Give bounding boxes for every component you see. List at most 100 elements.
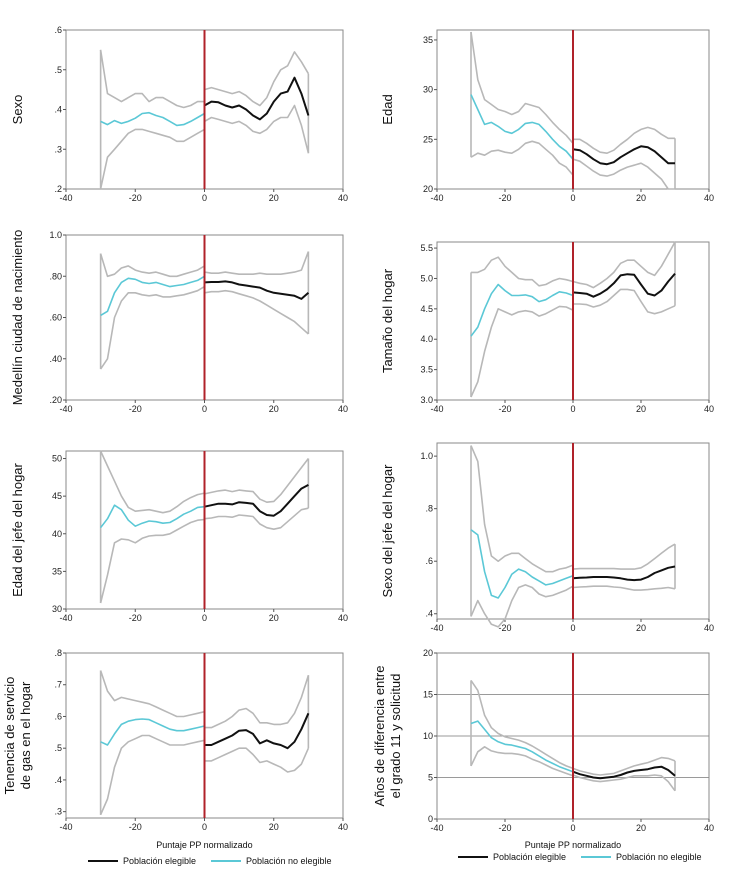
estimate-line bbox=[470, 94, 574, 160]
y-tick-label: 20 bbox=[423, 184, 433, 194]
y-tick-label: 40 bbox=[52, 529, 62, 539]
x-tick-label: 20 bbox=[636, 193, 646, 203]
y-axis-label: Tenencia de serviciode gas en el hogar bbox=[2, 677, 33, 795]
series-no-elegible bbox=[99, 253, 205, 370]
x-tick-label: 40 bbox=[338, 404, 348, 414]
y-axis-label: Tamaño del hogar bbox=[380, 268, 395, 373]
panel-4: 3.0 3.5 4.0 4.5 5.0 5.5 -40 -20 0 20 40 Tamaño del … bbox=[380, 241, 714, 414]
x-tick-label: -40 bbox=[430, 623, 443, 633]
series-elegible bbox=[204, 51, 310, 154]
x-tick-label: 0 bbox=[202, 404, 207, 414]
panel-7: .3 .4 .5 .6 .7 .8 -40 -20 0 20 40 Tenencia de servi… bbox=[2, 648, 348, 850]
ci-upper-line bbox=[204, 674, 310, 729]
ci-lower-line bbox=[572, 585, 676, 591]
series-elegible bbox=[204, 674, 310, 773]
x-tick-label: -20 bbox=[498, 404, 511, 414]
y-tick-label: 1.0 bbox=[420, 451, 433, 461]
ci-upper-line bbox=[99, 670, 205, 718]
y-tick-label: .5 bbox=[54, 65, 62, 75]
y-tick-label: .8 bbox=[54, 648, 62, 658]
x-tick-label: 20 bbox=[636, 623, 646, 633]
panel-3: .20 .40 .60 .80 1.0 -40 -20 0 20 40 Medellín ciuda… bbox=[10, 230, 348, 414]
series-elegible bbox=[572, 126, 676, 190]
ci-upper-line bbox=[204, 51, 310, 107]
ci-upper-line bbox=[470, 445, 574, 573]
y-axis-label: Edad del jefe del hogar bbox=[10, 462, 25, 596]
y-tick-label: 35 bbox=[423, 35, 433, 45]
y-tick-label: 30 bbox=[52, 604, 62, 614]
y-tick-label: 5.5 bbox=[420, 243, 433, 253]
x-tick-label: -40 bbox=[430, 193, 443, 203]
y-tick-label: 4.0 bbox=[420, 334, 433, 344]
estimate-line bbox=[572, 565, 676, 582]
y-tick-label: 25 bbox=[423, 134, 433, 144]
x-tick-label: -20 bbox=[129, 404, 142, 414]
x-tick-label: 0 bbox=[570, 623, 575, 633]
estimate-line bbox=[100, 111, 205, 127]
x-tick-label: -40 bbox=[430, 404, 443, 414]
x-tick-label: 0 bbox=[570, 193, 575, 203]
ci-lower-line bbox=[99, 128, 205, 190]
legend-label-elegible: Población elegible bbox=[123, 856, 196, 866]
y-tick-label: .3 bbox=[54, 807, 62, 817]
x-tick-label: -20 bbox=[129, 822, 142, 832]
series-elegible bbox=[204, 458, 310, 531]
y-axis-label: Sexo bbox=[10, 95, 25, 125]
y-tick-label: .5 bbox=[54, 743, 62, 753]
series-no-elegible bbox=[470, 31, 574, 176]
series-no-elegible bbox=[99, 670, 205, 816]
estimate-line bbox=[470, 283, 574, 337]
x-tick-label: 40 bbox=[338, 193, 348, 203]
ci-lower-line bbox=[99, 734, 205, 816]
y-tick-label: .7 bbox=[54, 680, 62, 690]
ci-lower-line bbox=[204, 289, 309, 335]
series-elegible bbox=[572, 543, 676, 591]
legend: Población elegible Población no elegible bbox=[458, 852, 702, 862]
legend-label-elegible: Población elegible bbox=[493, 852, 566, 862]
y-tick-label: 5.0 bbox=[420, 273, 433, 283]
ci-lower-line bbox=[470, 140, 574, 176]
ci-upper-line bbox=[99, 450, 205, 514]
series-no-elegible bbox=[99, 450, 205, 604]
ci-lower-line bbox=[204, 747, 310, 773]
estimate-line bbox=[572, 765, 676, 780]
x-tick-label: -20 bbox=[129, 193, 142, 203]
x-tick-label: 40 bbox=[704, 404, 714, 414]
ci-lower-line bbox=[204, 507, 309, 531]
y-tick-label: .6 bbox=[54, 711, 62, 721]
estimate-line bbox=[470, 529, 574, 599]
ci-lower-line bbox=[470, 745, 574, 777]
y-axis-label: Sexo del jefe del hogar bbox=[380, 464, 395, 598]
series-elegible bbox=[204, 251, 310, 335]
x-tick-label: 20 bbox=[636, 404, 646, 414]
ci-upper-line bbox=[470, 679, 574, 770]
ci-lower-line bbox=[572, 774, 676, 792]
x-tick-label: 20 bbox=[269, 822, 279, 832]
x-tick-label: 0 bbox=[202, 613, 207, 623]
panel-8: 0 5 10 15 20 -40 -20 0 20 40 Años de diferencia en… bbox=[372, 648, 714, 850]
y-tick-label: .2 bbox=[54, 184, 62, 194]
panel-2: 20 25 30 35 -40 -20 0 20 40 Edad bbox=[380, 29, 714, 203]
ci-upper-line bbox=[204, 458, 310, 504]
x-tick-label: 40 bbox=[338, 613, 348, 623]
ci-lower-line bbox=[470, 584, 574, 628]
y-tick-label: .40 bbox=[49, 354, 62, 364]
ci-lower-line bbox=[99, 518, 205, 604]
y-tick-label: .20 bbox=[49, 395, 62, 405]
x-axis-label: Puntaje PP normalizado bbox=[156, 840, 252, 850]
legend-label-no-elegible: Población no elegible bbox=[246, 856, 332, 866]
series-no-elegible bbox=[470, 256, 574, 398]
legend: Población elegible Población no elegible bbox=[88, 856, 332, 866]
ci-upper-line bbox=[572, 756, 676, 776]
x-tick-label: 20 bbox=[269, 613, 279, 623]
y-axis-label: Medellín ciudad de nacimiento bbox=[10, 230, 25, 406]
x-tick-label: 40 bbox=[704, 193, 714, 203]
x-tick-label: 0 bbox=[202, 822, 207, 832]
x-tick-label: -40 bbox=[59, 404, 72, 414]
y-tick-label: .3 bbox=[54, 144, 62, 154]
estimate-line bbox=[204, 712, 310, 750]
estimate-line bbox=[204, 280, 310, 300]
x-tick-label: -40 bbox=[59, 822, 72, 832]
x-tick-label: 40 bbox=[704, 623, 714, 633]
x-tick-label: -40 bbox=[59, 193, 72, 203]
